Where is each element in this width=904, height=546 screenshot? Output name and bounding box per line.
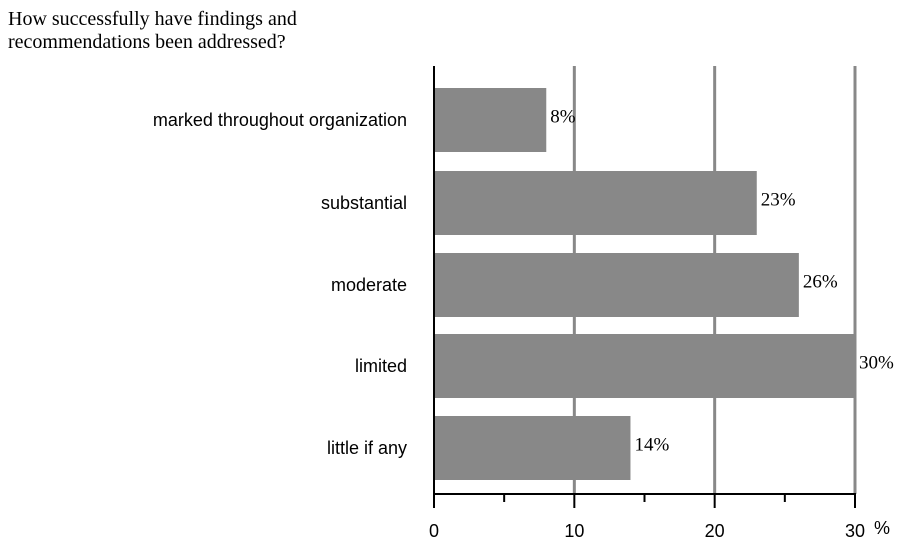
- category-label-3: limited: [355, 356, 407, 376]
- bar-2: [434, 253, 799, 317]
- value-label-3: 30%: [859, 352, 894, 373]
- category-label-2: moderate: [331, 275, 407, 295]
- x-tick-label-3: 30: [845, 521, 865, 541]
- value-label-0: 8%: [550, 106, 576, 127]
- chart-title-line-2: recommendations been addressed?: [8, 31, 286, 53]
- value-label-4: 14%: [634, 434, 669, 455]
- value-label-1: 23%: [761, 189, 796, 210]
- x-tick-label-1: 10: [564, 521, 584, 541]
- category-label-1: substantial: [321, 193, 407, 213]
- value-label-2: 26%: [803, 271, 838, 292]
- category-label-4: little if any: [327, 438, 407, 458]
- bar-3: [434, 334, 855, 398]
- bar-0: [434, 88, 547, 152]
- bar-4: [434, 416, 631, 480]
- bar-1: [434, 171, 757, 235]
- chart-title-line-1: How successfully have findings and: [8, 8, 297, 30]
- category-label-0: marked throughout organization: [153, 110, 407, 130]
- x-unit-label: %: [874, 518, 890, 538]
- x-tick-label-0: 0: [429, 521, 439, 541]
- x-tick-label-2: 20: [705, 521, 725, 541]
